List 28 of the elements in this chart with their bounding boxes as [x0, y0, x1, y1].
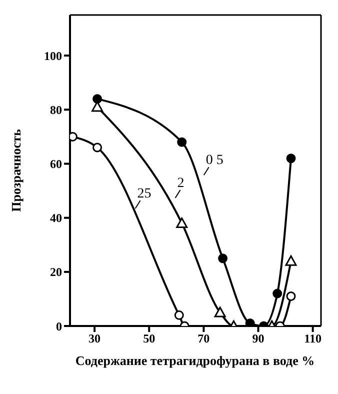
point	[285, 255, 297, 266]
point	[174, 310, 184, 320]
point	[177, 137, 187, 147]
y-tick-label: 0	[56, 319, 62, 334]
point	[92, 94, 102, 104]
x-tick-label: 50	[143, 332, 156, 346]
x-tick-label: 30	[88, 332, 101, 346]
point	[272, 288, 282, 298]
legend-label: 25	[137, 186, 152, 202]
y-axis-title: Прозрачность	[8, 129, 24, 212]
x-axis-title: Содержание тетрагидрофурана в воде %	[74, 352, 316, 369]
y-tick-label: 100	[44, 48, 62, 63]
point	[214, 306, 226, 318]
series-label: 0 5	[206, 153, 224, 168]
y-tick-label: 60	[50, 157, 62, 171]
point	[286, 292, 296, 301]
x-tick-label: 90	[252, 332, 264, 346]
y-tick-label: 40	[50, 211, 62, 226]
point	[245, 318, 255, 326]
series-label: 2	[177, 176, 184, 191]
y-tick-label: 20	[50, 265, 62, 280]
x-tick-label: 110	[304, 332, 322, 346]
point	[176, 217, 188, 228]
point	[286, 154, 296, 164]
x-tick-label: 70	[198, 332, 210, 346]
point	[92, 142, 102, 152]
y-tick-label: 80	[50, 102, 62, 117]
point	[218, 254, 228, 264]
